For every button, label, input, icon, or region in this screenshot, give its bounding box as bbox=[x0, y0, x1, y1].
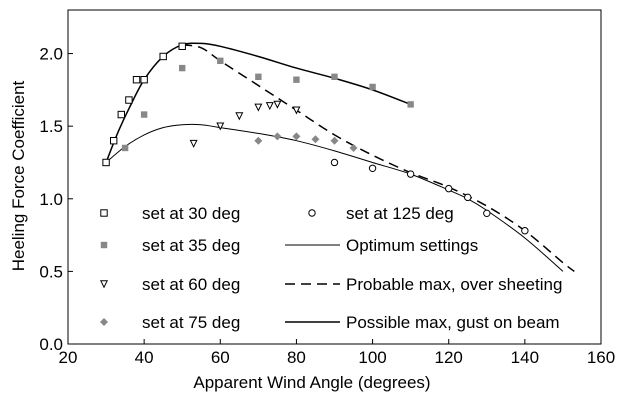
data-point-set-at-60-deg bbox=[216, 122, 225, 131]
y-tick-label: 1.0 bbox=[39, 190, 63, 209]
y-tick-label: 1.5 bbox=[39, 117, 63, 136]
data-point-set-at-125-deg bbox=[406, 170, 415, 178]
x-tick-label: 160 bbox=[587, 348, 615, 367]
legend-label-set-at-30-deg: set at 30 deg bbox=[142, 204, 240, 223]
data-point-set-at-60-deg bbox=[265, 102, 274, 111]
legend-marker-set-at-30-deg bbox=[100, 209, 108, 217]
data-point-set-at-75-deg bbox=[311, 135, 320, 144]
data-point-set-at-35-deg bbox=[407, 101, 414, 108]
legend-marker-set-at-60-deg bbox=[99, 280, 109, 289]
legend-label-optimum-settings: Optimum settings bbox=[346, 236, 478, 255]
data-point-set-at-125-deg bbox=[445, 184, 453, 193]
data-point-set-at-125-deg bbox=[464, 193, 472, 202]
y-tick-label: 0.5 bbox=[39, 262, 63, 281]
x-tick-label: 60 bbox=[211, 348, 230, 367]
data-point-set-at-35-deg bbox=[331, 73, 338, 80]
legend-label-set-at-75-deg: set at 75 deg bbox=[142, 313, 240, 332]
x-tick-label: 80 bbox=[287, 348, 306, 367]
data-point-set-at-35-deg bbox=[255, 73, 262, 80]
data-point-set-at-125-deg bbox=[368, 164, 377, 172]
data-point-set-at-30-deg bbox=[132, 76, 141, 84]
data-point-set-at-75-deg bbox=[254, 136, 263, 145]
data-point-set-at-30-deg bbox=[140, 76, 148, 84]
data-point-set-at-35-deg bbox=[121, 144, 129, 152]
series-line-optimum-settings bbox=[105, 123, 564, 272]
y-axis-title: Heeling Force Coefficient bbox=[9, 80, 28, 271]
data-point-set-at-35-deg bbox=[140, 111, 148, 118]
x-tick-label: 120 bbox=[435, 348, 463, 367]
x-axis-title: Apparent Wind Angle (degrees) bbox=[193, 373, 430, 392]
legend-label-set-at-35-deg: set at 35 deg bbox=[142, 236, 240, 255]
plot-frame bbox=[67, 9, 602, 345]
legend-marker-set-at-35-deg bbox=[100, 241, 108, 249]
y-tick-label: 2.0 bbox=[39, 45, 63, 64]
legend-label-possible-max-gust-on-beam: Possible max, gust on beam bbox=[346, 313, 560, 332]
data-point-set-at-75-deg bbox=[292, 132, 301, 141]
legend-marker-set-at-75-deg bbox=[100, 318, 108, 326]
data-point-set-at-60-deg bbox=[189, 139, 198, 148]
data-point-set-at-75-deg bbox=[330, 136, 339, 145]
data-point-set-at-30-deg bbox=[159, 52, 167, 61]
data-point-set-at-60-deg bbox=[273, 100, 282, 109]
data-point-set-at-30-deg bbox=[178, 42, 186, 51]
data-point-set-at-60-deg bbox=[235, 112, 244, 121]
data-point-set-at-30-deg bbox=[125, 96, 133, 104]
data-point-set-at-30-deg bbox=[102, 158, 110, 167]
x-tick-label: 40 bbox=[135, 348, 154, 367]
data-point-set-at-35-deg bbox=[179, 64, 186, 72]
legend-label-probable-max-over-sheeting: Probable max, over sheeting bbox=[346, 275, 562, 294]
x-tick-label: 20 bbox=[59, 348, 78, 367]
data-point-set-at-35-deg bbox=[217, 57, 224, 65]
x-tick-label: 140 bbox=[511, 348, 539, 367]
data-point-set-at-60-deg bbox=[292, 106, 301, 115]
data-point-set-at-75-deg bbox=[349, 143, 358, 152]
data-point-set-at-60-deg bbox=[254, 103, 263, 112]
data-point-set-at-30-deg bbox=[109, 136, 118, 145]
data-point-set-at-125-deg bbox=[521, 227, 529, 235]
legend-label-set-at-60-deg: set at 60 deg bbox=[142, 275, 240, 294]
data-point-set-at-125-deg bbox=[330, 158, 339, 167]
legend-marker-set-at-125-deg bbox=[308, 209, 316, 217]
x-tick-label: 100 bbox=[358, 348, 386, 367]
data-point-set-at-75-deg bbox=[273, 132, 282, 141]
y-tick-label: 0.0 bbox=[39, 335, 63, 354]
data-point-set-at-35-deg bbox=[293, 76, 300, 83]
data-point-set-at-125-deg bbox=[483, 209, 491, 218]
legend-label-set-at-125-deg: set at 125 deg bbox=[346, 204, 454, 223]
data-point-set-at-35-deg bbox=[369, 83, 376, 91]
data-point-set-at-30-deg bbox=[117, 110, 125, 119]
